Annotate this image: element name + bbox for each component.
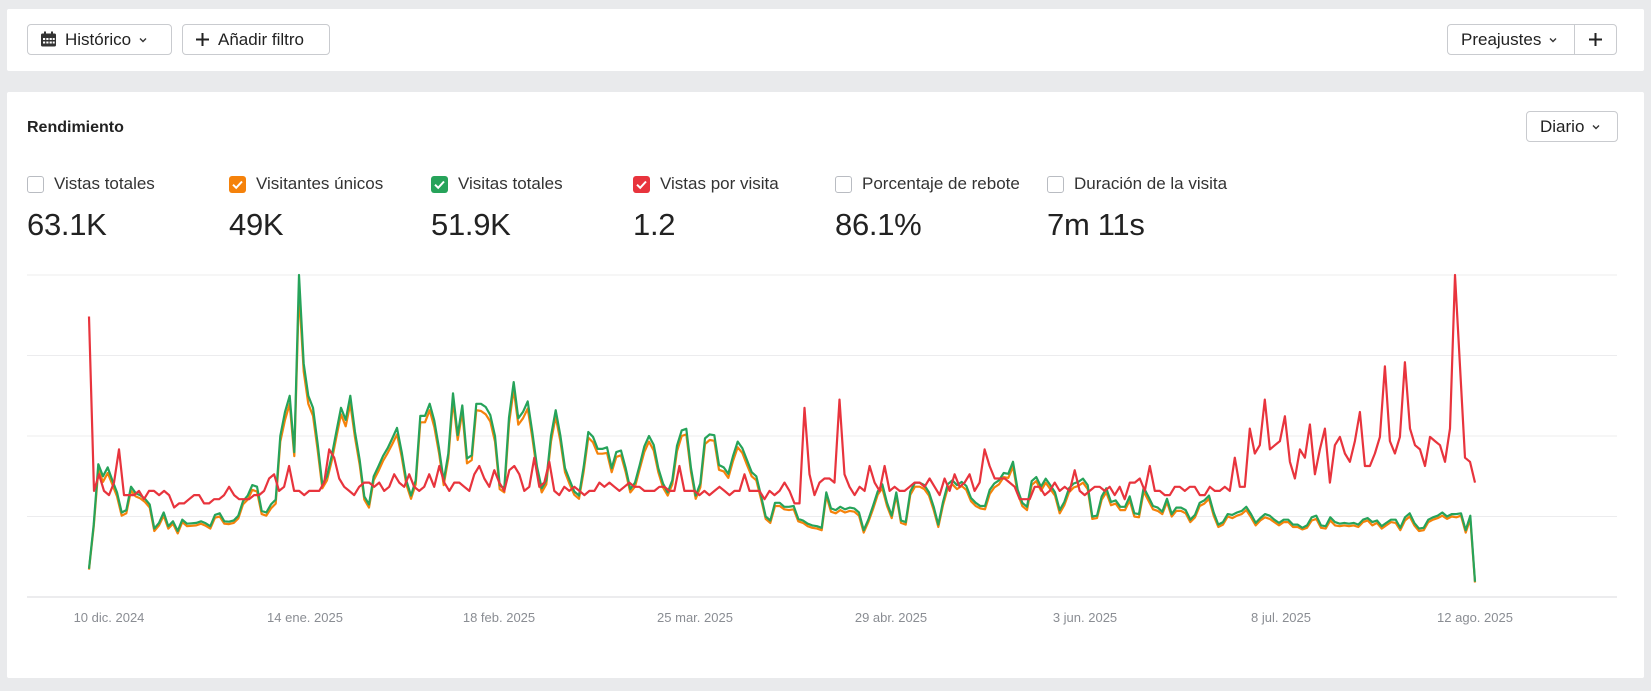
metric-total-views[interactable]: Vistas totales 63.1K bbox=[27, 174, 155, 243]
metric-views-per-visit[interactable]: Vistas por visita 1.2 bbox=[633, 174, 779, 243]
metric-value: 63.1K bbox=[27, 207, 107, 242]
add-preset-button[interactable] bbox=[1574, 24, 1617, 55]
metric-label: Vistas por visita bbox=[660, 174, 779, 193]
chevron-down-icon bbox=[1592, 124, 1600, 129]
performance-panel: Rendimiento Diario Vistas totales 63.1K … bbox=[7, 92, 1644, 678]
checkbox-checked[interactable] bbox=[431, 175, 448, 193]
plus-icon bbox=[196, 33, 209, 46]
checkbox-checked[interactable] bbox=[229, 175, 246, 193]
metric-label: Vistas totales bbox=[54, 174, 155, 193]
checkbox-checked[interactable] bbox=[633, 175, 650, 193]
add-filter-button[interactable]: Añadir filtro bbox=[182, 24, 330, 55]
check-icon bbox=[232, 180, 243, 189]
metric-value: 86.1% bbox=[835, 207, 922, 242]
metric-label: Porcentaje de rebote bbox=[862, 174, 1020, 193]
check-icon bbox=[636, 180, 647, 189]
check-icon bbox=[434, 180, 445, 189]
x-tick-label: 3 jun. 2025 bbox=[1053, 610, 1117, 625]
checkbox[interactable] bbox=[27, 175, 44, 193]
series-line-vistas-por-visita bbox=[87, 273, 1477, 509]
presets-button[interactable]: Preajustes bbox=[1447, 24, 1575, 55]
metric-total-visits[interactable]: Visitas totales 51.9K bbox=[431, 174, 563, 243]
metric-value: 51.9K bbox=[431, 207, 511, 242]
metric-bounce-rate[interactable]: Porcentaje de rebote 86.1% bbox=[835, 174, 1020, 243]
performance-chart: 10 dic. 2024 14 ene. 2025 18 feb. 2025 25 m… bbox=[27, 273, 1617, 625]
calendar-icon bbox=[41, 31, 56, 47]
metric-value: 7m 11s bbox=[1047, 207, 1145, 242]
x-tick-label: 10 dic. 2024 bbox=[74, 610, 145, 625]
presets-label: Preajustes bbox=[1461, 29, 1542, 49]
chevron-down-icon bbox=[1549, 37, 1557, 42]
plus-icon bbox=[1589, 33, 1602, 46]
history-date-button[interactable]: Histórico bbox=[27, 24, 172, 55]
panel-title: Rendimiento bbox=[27, 119, 124, 136]
metric-visit-duration[interactable]: Duración de la visita 7m 11s bbox=[1047, 174, 1227, 243]
series-line-visitas-totales bbox=[87, 273, 1477, 582]
x-tick-label: 8 jul. 2025 bbox=[1251, 610, 1311, 625]
metric-label: Duración de la visita bbox=[1074, 174, 1228, 193]
granularity-select[interactable]: Diario bbox=[1526, 111, 1618, 142]
x-tick-label: 29 abr. 2025 bbox=[855, 610, 927, 625]
chevron-down-icon bbox=[139, 37, 147, 42]
metric-value: 49K bbox=[229, 207, 284, 242]
x-tick-label: 14 ene. 2025 bbox=[267, 610, 343, 625]
metric-label: Visitantes únicos bbox=[256, 174, 384, 193]
x-tick-label: 25 mar. 2025 bbox=[657, 610, 733, 625]
metric-value: 1.2 bbox=[633, 207, 676, 242]
checkbox[interactable] bbox=[1047, 175, 1064, 193]
metric-unique-visitors[interactable]: Visitantes únicos 49K bbox=[229, 174, 383, 243]
top-toolbar: Histórico Añadir filtro Preajustes bbox=[7, 9, 1644, 71]
metric-label: Visitas totales bbox=[458, 174, 563, 193]
granularity-label: Diario bbox=[1540, 116, 1585, 136]
history-label: Histórico bbox=[65, 29, 132, 49]
x-tick-label: 18 feb. 2025 bbox=[463, 610, 535, 625]
x-tick-label: 12 ago. 2025 bbox=[1437, 610, 1513, 625]
checkbox[interactable] bbox=[835, 175, 852, 193]
add-filter-label: Añadir filtro bbox=[218, 29, 304, 49]
